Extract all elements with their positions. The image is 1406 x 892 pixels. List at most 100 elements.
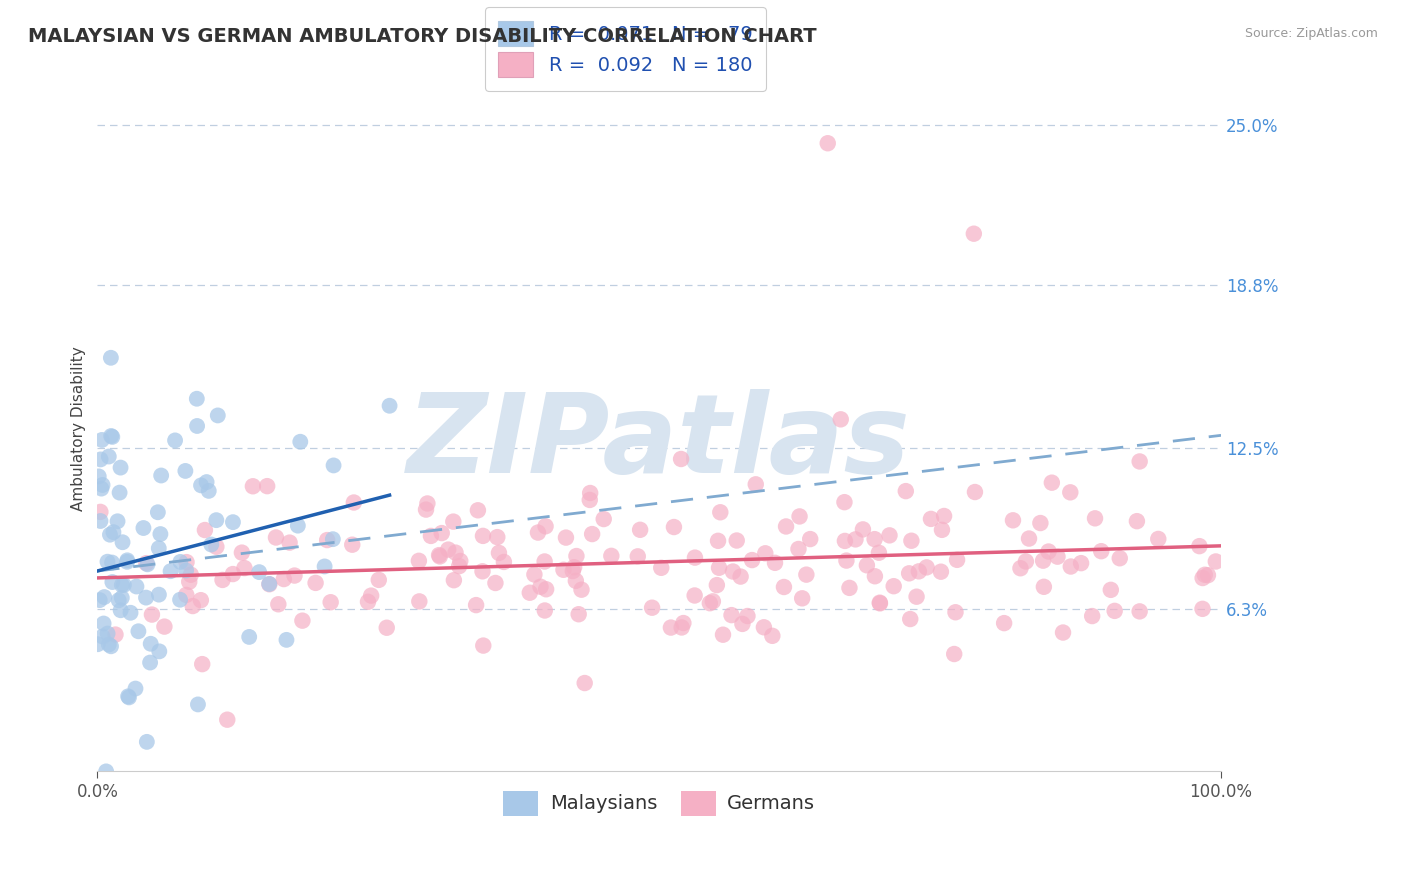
Point [472, 529, 495, 543]
Point [181, 599, 204, 613]
Point [773, 580, 796, 594]
Point [856, 558, 879, 573]
Point [671, 620, 693, 634]
Point [1046, 549, 1069, 564]
Point [222, 567, 245, 582]
Point [343, 495, 366, 509]
Point [180, 567, 202, 582]
Point [117, 690, 139, 704]
Point [920, 512, 942, 526]
Point [879, 528, 901, 542]
Point [89, 593, 111, 607]
Point [707, 561, 730, 575]
Point [98, 527, 121, 541]
Point [90, 433, 112, 447]
Point [165, 434, 187, 448]
Point [1001, 513, 1024, 527]
Point [789, 509, 811, 524]
Point [1015, 554, 1038, 568]
Point [231, 546, 253, 560]
Point [135, 735, 157, 749]
Point [555, 531, 578, 545]
Point [443, 573, 465, 587]
Point [534, 582, 557, 597]
Point [721, 565, 744, 579]
Point [150, 468, 173, 483]
Point [108, 485, 131, 500]
Point [107, 593, 129, 607]
Point [101, 430, 124, 444]
Point [817, 136, 839, 151]
Point [553, 563, 575, 577]
Point [127, 624, 149, 639]
Point [863, 569, 886, 583]
Point [139, 637, 162, 651]
Point [579, 486, 602, 500]
Point [360, 589, 382, 603]
Point [174, 564, 197, 578]
Point [205, 540, 228, 554]
Point [1188, 539, 1211, 553]
Point [135, 591, 157, 605]
Point [97, 626, 120, 640]
Point [650, 561, 672, 575]
Point [111, 535, 134, 549]
Point [186, 392, 208, 406]
Point [745, 477, 768, 491]
Point [1108, 551, 1130, 566]
Point [186, 419, 208, 434]
Point [91, 630, 114, 644]
Point [97, 638, 120, 652]
Point [707, 533, 730, 548]
Point [1191, 602, 1213, 616]
Point [427, 548, 450, 562]
Point [628, 523, 651, 537]
Point [100, 429, 122, 443]
Point [205, 513, 228, 527]
Point [283, 568, 305, 582]
Y-axis label: Ambulatory Disability: Ambulatory Disability [72, 346, 86, 511]
Point [752, 620, 775, 634]
Point [89, 505, 111, 519]
Point [89, 514, 111, 528]
Point [627, 549, 650, 564]
Point [322, 458, 344, 473]
Point [190, 593, 212, 607]
Point [908, 565, 931, 579]
Point [730, 569, 752, 583]
Point [100, 640, 122, 654]
Point [787, 541, 810, 556]
Point [159, 564, 181, 578]
Point [725, 533, 748, 548]
Point [1060, 559, 1083, 574]
Point [1010, 561, 1032, 575]
Point [120, 606, 142, 620]
Point [1018, 532, 1040, 546]
Point [792, 591, 814, 606]
Point [91, 478, 114, 492]
Point [110, 460, 132, 475]
Point [96, 555, 118, 569]
Point [1032, 554, 1054, 568]
Point [357, 595, 380, 609]
Point [523, 567, 546, 582]
Point [90, 482, 112, 496]
Point [197, 483, 219, 498]
Point [533, 554, 555, 568]
Point [287, 518, 309, 533]
Point [94, 764, 117, 779]
Point [174, 464, 197, 478]
Point [101, 556, 124, 570]
Point [118, 690, 141, 705]
Point [291, 614, 314, 628]
Point [319, 595, 342, 609]
Point [571, 582, 593, 597]
Point [471, 564, 494, 578]
Point [662, 520, 685, 534]
Point [316, 533, 339, 547]
Text: Source: ZipAtlas.com: Source: ZipAtlas.com [1244, 27, 1378, 40]
Point [945, 605, 967, 619]
Point [408, 554, 430, 568]
Point [169, 592, 191, 607]
Point [731, 616, 754, 631]
